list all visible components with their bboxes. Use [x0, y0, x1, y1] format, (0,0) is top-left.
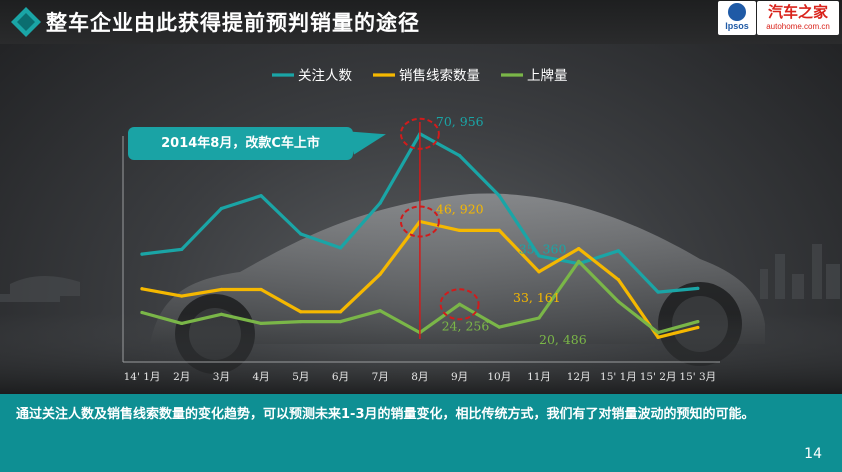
data-point-0-6: [378, 201, 382, 205]
data-point-1-8: [458, 228, 462, 232]
data-point-0-9: [497, 194, 501, 198]
x-tick-label: 3月: [213, 371, 230, 383]
x-tick-label: 12月: [567, 371, 591, 383]
data-point-2-0: [140, 310, 144, 315]
data-point-1-12: [616, 278, 621, 282]
data-point-0-0: [140, 252, 144, 256]
x-axis-labels: 14' 1月 2月 3月 4月 5月 6月 7月 8月 9月 10月 11月 12月 15' 1月 15'…: [124, 371, 717, 383]
data-label-5: 20, 486: [539, 332, 587, 347]
x-tick-label: 15' 2月: [640, 371, 677, 383]
x-tick-label: 2月: [173, 371, 190, 383]
diamond-logo-icon: [11, 7, 41, 37]
x-tick-label: 10月: [487, 371, 511, 383]
data-point-0-10: [537, 254, 541, 258]
data-point-1-0: [140, 287, 144, 291]
ipsos-logo-text: Ipsos: [725, 21, 749, 31]
ipsos-logo: Ipsos: [718, 1, 756, 35]
skyline: [0, 244, 840, 302]
data-point-1-2: [219, 287, 223, 292]
legend-label-0: 关注人数: [298, 68, 352, 84]
data-point-1-9: [497, 228, 501, 232]
data-point-0-2: [219, 206, 223, 211]
data-label-2: 24, 256: [442, 318, 490, 333]
data-point-2-13: [656, 330, 660, 335]
data-point-1-10: [537, 270, 541, 274]
footer-text: 通过关注人数及销售线索数量的变化趋势，可以预测未来1-3月的销量变化，相比传统方…: [16, 407, 755, 422]
data-point-2-14: [696, 320, 700, 324]
x-tick-label: 15' 3月: [679, 371, 716, 383]
data-point-0-13: [656, 290, 660, 294]
x-tick-label: 15' 1月: [600, 371, 637, 383]
data-point-1-13: [656, 335, 660, 339]
data-point-1-4: [299, 310, 303, 314]
autohome-logo-url: autohome.com.cn: [766, 22, 830, 31]
highlight-circle-2: [439, 288, 480, 321]
data-point-1-3: [259, 287, 263, 292]
data-point-2-11: [577, 259, 581, 263]
x-tick-label: 5月: [292, 371, 309, 383]
highlight-circle-0: [399, 117, 440, 150]
data-point-2-5: [338, 320, 343, 324]
data-point-1-1: [180, 294, 184, 298]
data-point-0-3: [259, 194, 263, 198]
data-point-0-5: [338, 246, 343, 250]
data-labels: 70, 956 46, 920 24, 256 35, 360 33, 161 20, 4…: [436, 114, 587, 347]
data-point-0-14: [696, 286, 700, 291]
data-point-0-8: [458, 153, 462, 158]
legend-label-2: 上牌量: [527, 67, 568, 84]
data-point-1-6: [378, 272, 382, 276]
x-tick-label: 9月: [451, 371, 468, 383]
car-background-image: [0, 193, 842, 394]
autohome-logo-name: 汽车之家: [767, 3, 828, 21]
ipsos-mark-icon: [728, 3, 746, 21]
chart-legend: 关注人数 销售线索数量 上牌量: [272, 67, 568, 84]
autohome-logo: 汽车之家 autohome.com.cn: [757, 1, 839, 35]
data-point-0-1: [180, 247, 184, 251]
launch-callout: 2014年8月，改款C车上市: [128, 127, 353, 160]
data-point-2-8: [458, 302, 462, 306]
car-silhouette: [150, 193, 765, 344]
data-point-1-14: [696, 325, 700, 330]
data-point-2-1: [180, 321, 184, 326]
data-label-3: 35, 360: [519, 242, 567, 257]
data-point-2-6: [378, 309, 382, 313]
data-point-2-10: [537, 316, 541, 320]
x-tick-label: 11月: [527, 371, 551, 383]
data-point-0-4: [299, 232, 303, 236]
x-tick-label: 14' 1月: [124, 371, 161, 383]
data-label-0: 70, 956: [436, 114, 484, 129]
chart-annotations: [399, 117, 480, 339]
x-tick-label: 7月: [372, 371, 389, 383]
data-point-2-12: [616, 299, 621, 304]
x-tick-label: 4月: [253, 371, 270, 383]
x-tick-label: 6月: [332, 371, 349, 383]
highlight-circle-1: [399, 205, 440, 238]
data-label-1: 46, 920: [436, 202, 484, 217]
title-bar: 整车企业由此获得提前预判销量的途径: [0, 0, 842, 44]
data-point-2-9: [497, 325, 501, 329]
data-point-1-11: [577, 247, 581, 251]
data-point-2-2: [219, 312, 223, 316]
page-number: 14: [804, 446, 822, 462]
data-point-1-5: [338, 310, 343, 314]
data-point-2-3: [259, 321, 263, 326]
line-chart: 关注人数 销售线索数量 上牌量 14' 1月 2月 3月 4月 5月 6月 7月 8月 9月 10月 1…: [122, 67, 720, 383]
x-tick-label: 8月: [411, 371, 428, 383]
data-point-2-4: [299, 320, 303, 324]
footer-bar: 通过关注人数及销售线索数量的变化趋势，可以预测未来1-3月的销量变化，相比传统方…: [0, 394, 842, 472]
legend-label-1: 销售线索数量: [399, 68, 480, 84]
data-label-4: 33, 161: [513, 290, 561, 305]
data-point-0-12: [616, 249, 621, 253]
page-title: 整车企业由此获得提前预判销量的途径: [46, 11, 420, 35]
